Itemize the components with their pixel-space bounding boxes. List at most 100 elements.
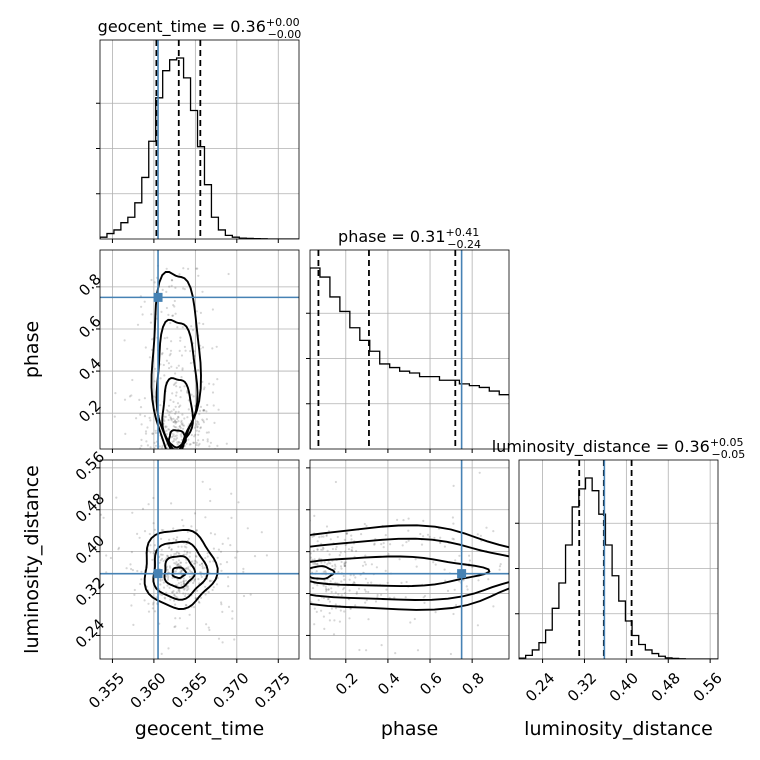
sample-point (183, 345, 186, 348)
sample-point (163, 374, 166, 377)
sample-point (178, 552, 181, 555)
sample-point (161, 553, 164, 556)
sample-point (516, 558, 518, 560)
sample-point (306, 564, 308, 566)
sample-point (166, 584, 169, 587)
sample-point (206, 438, 209, 441)
pair-1-grid (100, 460, 299, 659)
sample-point (158, 561, 161, 564)
sample-point (312, 549, 315, 553)
histogram-step-luminosity_distance (519, 477, 718, 659)
sample-point (355, 591, 358, 594)
sample-point (316, 540, 319, 543)
sample-point (322, 615, 325, 618)
sample-point (170, 284, 173, 287)
sample-point (187, 267, 190, 270)
sample-point (207, 626, 210, 629)
sample-point (168, 565, 171, 568)
sample-point (182, 267, 185, 270)
sample-point (173, 382, 176, 385)
contour-lines (143, 528, 219, 610)
sample-point (172, 304, 175, 307)
sample-point (170, 279, 174, 282)
sample-point (405, 580, 408, 584)
sample-point (343, 564, 346, 568)
sample-point (117, 548, 120, 551)
x-axis-label-luminosity_distance: luminosity_distance (524, 718, 713, 740)
sample-point (175, 434, 178, 437)
sample-point (432, 561, 435, 564)
sample-point (192, 441, 195, 444)
sample-point (380, 644, 383, 647)
sample-point (170, 502, 173, 505)
sample-point (201, 567, 204, 570)
sample-point (202, 388, 206, 391)
sample-point (304, 571, 306, 573)
sample-point (171, 435, 175, 438)
sample-point (314, 563, 317, 566)
sample-point (387, 553, 390, 556)
sample-point (193, 606, 196, 609)
sample-point (199, 405, 203, 408)
sample-point (265, 554, 268, 557)
sample-point (201, 346, 205, 349)
sample-point (303, 555, 305, 557)
sample-point (204, 516, 207, 519)
sample-point (162, 559, 165, 563)
sample-point (175, 421, 178, 424)
sample-point (176, 563, 180, 566)
sample-point (165, 444, 168, 447)
panel-frame (99, 39, 300, 240)
sample-point (181, 518, 184, 522)
sample-point (207, 431, 210, 434)
contour (150, 270, 202, 449)
sample-point (195, 443, 198, 447)
sample-point (452, 484, 455, 487)
sample-point (131, 378, 134, 382)
sample-point (178, 457, 180, 459)
sample-point (325, 534, 328, 538)
sample-point (176, 441, 179, 444)
sample-point (499, 563, 502, 566)
sample-point (143, 455, 145, 457)
sample-point (179, 561, 183, 564)
sample-point (202, 322, 205, 326)
sample-point (125, 567, 128, 570)
panel-frame (309, 459, 510, 660)
sample-point (355, 549, 358, 553)
sample-point (168, 285, 171, 288)
sample-point (139, 406, 143, 409)
sample-point (174, 450, 176, 452)
sample-point (115, 496, 118, 499)
sample-point (209, 441, 212, 444)
sample-point (343, 538, 346, 542)
sample-point (468, 559, 471, 562)
sample-point (192, 441, 196, 444)
sample-point (203, 409, 206, 412)
sample-point (167, 428, 170, 431)
sample-point (179, 441, 182, 445)
x-tick-label: 0.8 (458, 669, 488, 699)
sample-point (308, 557, 310, 559)
sample-point (324, 570, 327, 573)
sample-point (382, 546, 385, 549)
sample-point (151, 607, 154, 610)
sample-point (197, 600, 200, 604)
sample-point (159, 579, 162, 582)
sample-point (172, 408, 175, 411)
sample-point (304, 576, 306, 578)
sample-point (320, 548, 323, 551)
sample-point (151, 558, 154, 561)
sample-point (151, 432, 154, 435)
sample-point (364, 601, 367, 604)
sample-point (315, 562, 318, 566)
sample-point (365, 524, 368, 527)
sample-point (364, 590, 367, 593)
sample-point (160, 593, 163, 597)
sample-point (323, 561, 326, 564)
sample-point (380, 593, 383, 596)
sample-point (173, 452, 175, 454)
sample-point (173, 305, 176, 308)
sample-point (375, 566, 378, 569)
sample-point (374, 600, 378, 603)
